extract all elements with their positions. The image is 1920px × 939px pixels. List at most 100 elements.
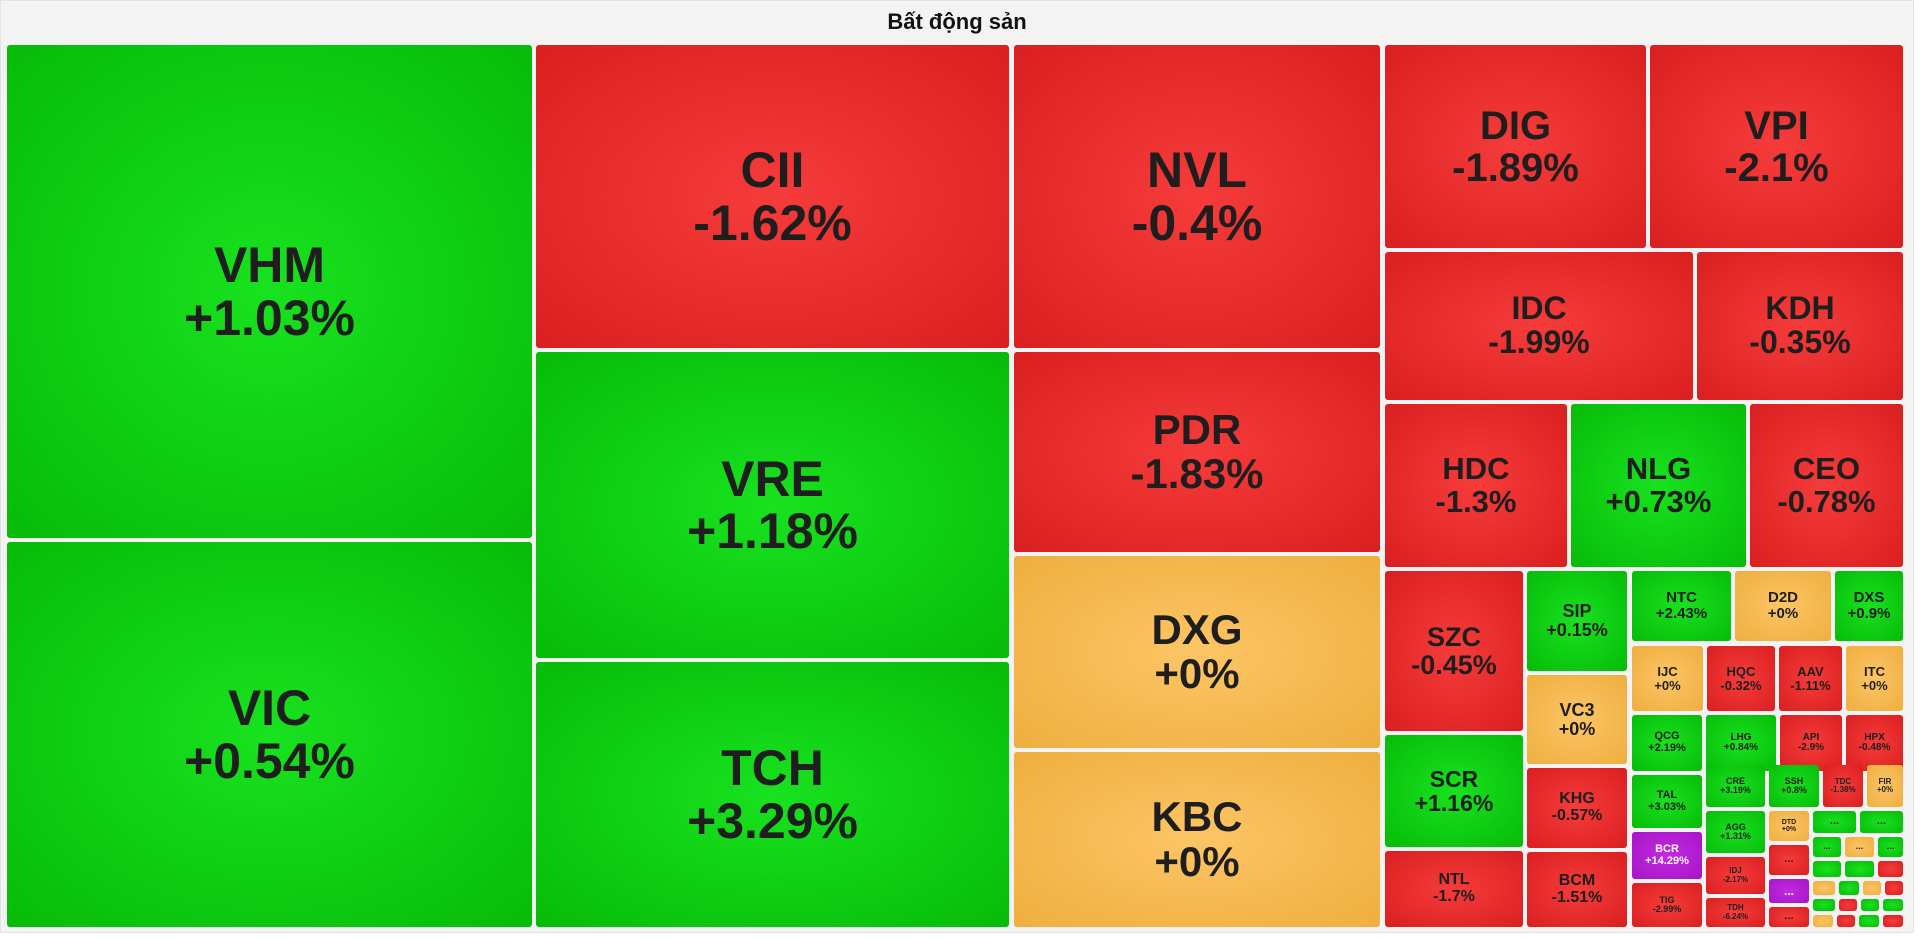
cell-change: -0.57% [1551, 807, 1603, 824]
cell-symbol: IJC [1657, 663, 1678, 679]
treemap-small-cell[interactable] [1813, 899, 1835, 911]
treemap-small-cell[interactable]: ... [1813, 837, 1841, 857]
cell-symbol: DTD [1781, 818, 1797, 826]
treemap-cell-hpx[interactable]: HPX -0.48% [1846, 715, 1903, 771]
treemap-cell-aav[interactable]: AAV -1.11% [1779, 646, 1842, 711]
cell-symbol: API [1802, 731, 1820, 743]
cell-ellipsis: ... [1784, 853, 1794, 866]
treemap-cell-ssh[interactable]: SSH +0.8% [1769, 765, 1819, 807]
cell-change: +2.19% [1648, 742, 1686, 754]
treemap-cell-dxs[interactable]: DXS +0.9% [1835, 571, 1903, 641]
treemap-cell-sip[interactable]: SIP +0.15% [1527, 571, 1627, 671]
treemap-cell-bcr[interactable]: BCR +14.29% [1632, 832, 1702, 879]
treemap-cell-cii[interactable]: CII -1.62% [536, 45, 1009, 348]
treemap-cell-tdh[interactable]: TDH -6.24% [1706, 898, 1765, 927]
treemap-cell-api[interactable]: API -2.9% [1780, 715, 1842, 771]
cell-symbol: FIR [1878, 776, 1892, 786]
treemap-cell-dtd[interactable]: DTD +0% [1769, 811, 1809, 841]
treemap-cell-tch[interactable]: TCH +3.29% [536, 662, 1009, 927]
cell-symbol: HQC [1726, 663, 1756, 679]
cell-symbol: IDC [1511, 290, 1567, 327]
treemap-small-cell[interactable] [1878, 861, 1903, 877]
cell-change: -0.4% [1131, 194, 1263, 251]
treemap-cell-tig[interactable]: TIG -2.99% [1632, 883, 1702, 927]
treemap-cell-vhm[interactable]: VHM +1.03% [7, 45, 532, 538]
treemap-cell-idc[interactable]: IDC -1.99% [1385, 252, 1693, 400]
cell-change: -1.62% [693, 194, 852, 251]
cell-symbol: HPX [1864, 731, 1885, 743]
treemap-cell-agg[interactable]: AGG +1.31% [1706, 811, 1765, 853]
cell-change: +2.43% [1655, 605, 1708, 622]
cell-symbol: TIG [1659, 894, 1675, 905]
treemap-cell-dxg[interactable]: DXG +0% [1014, 556, 1380, 748]
treemap-cell-kdh[interactable]: KDH -0.35% [1697, 252, 1903, 400]
treemap-cell-ntl[interactable]: NTL -1.7% [1385, 851, 1523, 927]
treemap-cell-ceo[interactable]: CEO -0.78% [1750, 404, 1903, 567]
treemap-cell-fir[interactable]: FIR +0% [1867, 765, 1903, 807]
treemap-cell-nvl[interactable]: NVL -0.4% [1014, 45, 1380, 348]
treemap-cell-pdr[interactable]: PDR -1.83% [1014, 352, 1380, 552]
treemap-cell-hqc[interactable]: HQC -0.32% [1707, 646, 1775, 711]
treemap-cell-lhg[interactable]: LHG +0.84% [1706, 715, 1776, 771]
treemap-small-cell[interactable] [1883, 915, 1903, 927]
treemap-cell-qcg[interactable]: QCG +2.19% [1632, 715, 1702, 771]
treemap-cell-ntc[interactable]: NTC +2.43% [1632, 571, 1731, 641]
treemap-cell-itc[interactable]: ITC +0% [1846, 646, 1903, 711]
treemap-small-cell[interactable]: ... [1860, 811, 1903, 833]
cell-symbol: ITC [1864, 663, 1885, 679]
cell-symbol: TDC [1834, 776, 1852, 786]
cell-change: +0% [1781, 826, 1797, 833]
treemap-cell-kbc[interactable]: KBC +0% [1014, 752, 1380, 927]
cell-symbol: AGG [1725, 821, 1746, 832]
treemap-small-cell[interactable] [1837, 915, 1855, 927]
cell-change: +1.31% [1720, 831, 1751, 841]
treemap-cell-hdc[interactable]: HDC -1.3% [1385, 404, 1567, 567]
treemap-small-cell[interactable]: ... [1813, 811, 1856, 833]
treemap-cell-dig[interactable]: DIG -1.89% [1385, 45, 1646, 248]
cell-symbol: LHG [1730, 731, 1752, 743]
treemap-small-cell[interactable]: ... [1769, 845, 1809, 875]
cell-change: -1.38% [1830, 785, 1856, 794]
treemap-small-cell[interactable]: ... [1845, 837, 1874, 857]
treemap-cell-vpi[interactable]: VPI -2.1% [1650, 45, 1903, 248]
treemap-cell-tal[interactable]: TAL +3.03% [1632, 775, 1702, 828]
treemap-small-cell[interactable] [1839, 899, 1857, 911]
treemap-cell-khg[interactable]: KHG -0.57% [1527, 768, 1627, 848]
treemap-cell-vre[interactable]: VRE +1.18% [536, 352, 1009, 658]
treemap-small-cell[interactable]: ... [1878, 837, 1903, 857]
treemap-cell-vc3[interactable]: VC3 +0% [1527, 675, 1627, 764]
treemap-cell-vic[interactable]: VIC +0.54% [7, 542, 532, 927]
treemap-cell-szc[interactable]: SZC -0.45% [1385, 571, 1523, 731]
treemap-cell-idj[interactable]: IDJ -2.17% [1706, 857, 1765, 894]
treemap-cell-tdc[interactable]: TDC -1.38% [1823, 765, 1863, 807]
treemap-small-cell[interactable] [1813, 881, 1835, 895]
treemap-cell-bcm[interactable]: BCM -1.51% [1527, 852, 1627, 927]
treemap-cell-d2d[interactable]: D2D +0% [1735, 571, 1831, 641]
chart-title: Bất động sản [887, 9, 1027, 34]
treemap-small-cell[interactable] [1845, 861, 1874, 877]
treemap-cell-scr[interactable]: SCR +1.16% [1385, 735, 1523, 847]
treemap-cell-cre[interactable]: CRE +3.19% [1706, 765, 1765, 807]
cell-symbol: PDR [1152, 405, 1242, 453]
treemap-small-cell[interactable] [1861, 899, 1879, 911]
treemap-cell-ijc[interactable]: IJC +0% [1632, 646, 1703, 711]
treemap-small-cell[interactable] [1813, 915, 1833, 927]
cell-change: -1.99% [1488, 324, 1590, 360]
cell-change: +14.29% [1645, 854, 1689, 867]
treemap-cell-nlg[interactable]: NLG +0.73% [1571, 404, 1746, 567]
treemap-small-cell[interactable] [1859, 915, 1879, 927]
treemap-small-cell[interactable] [1883, 899, 1903, 911]
treemap-small-cell[interactable] [1839, 881, 1859, 895]
cell-change: -2.17% [1722, 874, 1749, 884]
treemap-small-cell[interactable]: ... [1769, 879, 1809, 903]
cell-symbol: SCR [1429, 765, 1479, 792]
treemap-small-cell[interactable]: ... [1769, 907, 1809, 927]
treemap-small-cell[interactable] [1863, 881, 1881, 895]
cell-symbol: VPI [1744, 103, 1809, 148]
cell-ellipsis: ... [1886, 841, 1895, 852]
cell-change: -0.45% [1411, 650, 1497, 680]
treemap-small-cell[interactable] [1813, 861, 1841, 877]
cell-change: +0.54% [184, 732, 355, 789]
treemap-small-cell[interactable] [1885, 881, 1903, 895]
